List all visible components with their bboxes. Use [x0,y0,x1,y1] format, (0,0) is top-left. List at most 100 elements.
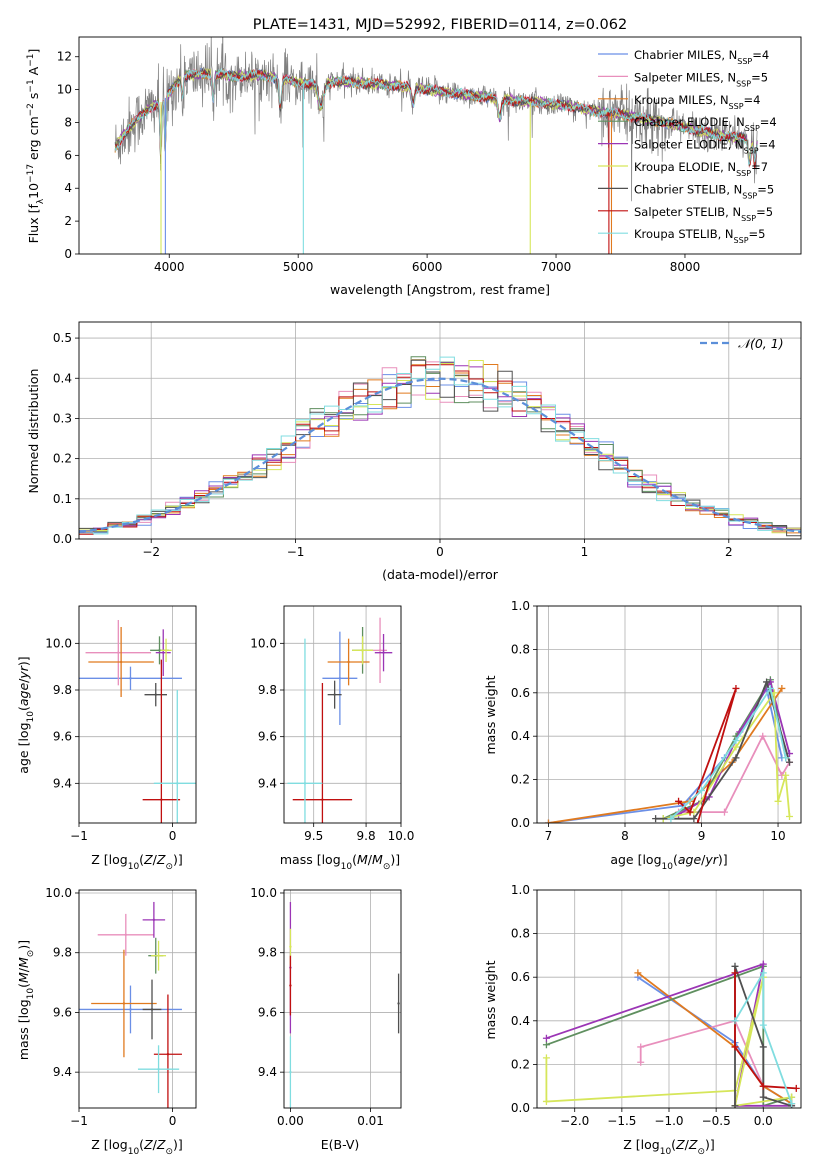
data-point [731,1017,739,1025]
data-point [542,1054,550,1062]
y-tick-label: 0.2 [511,773,530,787]
data-point [731,1102,739,1108]
y-tick-label: 9.4 [258,1065,277,1079]
x-tick-label: 2 [725,545,733,559]
legend-entry-label: Kroupa STELIB, NSSP=5 [634,227,765,245]
data-point [333,693,336,696]
plot-area [114,37,758,254]
axes-frame [536,605,802,824]
x-axis-label: Z [log10(Z/Z⊙)] [91,852,183,872]
y-tick-label: 12 [57,50,72,64]
data-point [759,732,767,740]
data-point [766,684,774,692]
data-point [782,771,790,779]
y-tick-label: 10.0 [250,886,277,900]
model-spectrum-chabrier_stelib [114,68,758,170]
y-axis-label: mass weight [483,675,498,754]
normal-curve [79,377,801,534]
series-line-kroupa_miles [548,687,783,823]
data-point [731,1043,739,1051]
legend-entry-label: Chabrier ELODIE, NSSP=4 [634,115,777,133]
x-axis-label: E(B-V) [321,1137,360,1152]
data-point [157,1067,160,1071]
plot-area [79,620,196,823]
residual-axes: −2 −1 0 1 2 0.0 0.1 0.2 0.3 0.4 0.5 [53,321,802,559]
data-point [782,754,790,762]
x-tick-label: −1 [70,829,88,843]
data-point [786,812,794,820]
data-point [694,819,702,823]
series-line-chabrier_miles [548,686,783,823]
data-point [732,684,740,692]
y-axis-label: age [log10(age/yr)] [16,656,36,773]
x-tick-label: 9 [698,829,706,843]
ebv-mass-axes: 0.00 0.01 9.4 9.6 9.8 10.0 [250,886,402,1128]
data-point [759,1043,767,1051]
data-point [667,815,675,823]
data-point [788,1100,796,1108]
model-spectrum-kroupa_stelib [114,67,758,166]
y-tick-label: 9.4 [53,1065,72,1079]
y-tick-label: 9.6 [53,730,72,744]
age-weight-axes: 7 8 9 10 0.0 0.2 0.4 0.6 0.8 1.0 [511,599,802,843]
x-tick-label: 0.00 [277,1114,304,1128]
data-point [124,933,128,936]
data-point [763,678,771,686]
x-tick-label: 1 [581,545,589,559]
x-tick-label: 0 [169,829,177,843]
y-axis-label: mass [log10(M/M⊙)] [16,940,36,1060]
x-axis-label: (data-model)/error [382,567,499,582]
y-tick-label: 0.4 [511,1014,530,1028]
x-tick-label: 10.0 [388,829,415,843]
z-weight-axes: −2.0 −1.5 −1.0 −0.5 0.0 0.0 0.2 0.4 0.6 0.8 1.0 [511,883,802,1128]
data-point [759,1082,767,1090]
y-tick-label: 9.8 [258,683,277,697]
y-tick-label: 1.0 [511,883,530,897]
histogram-chabrier_stelib [79,359,801,537]
data-point [347,660,350,664]
x-tick-label: 6000 [412,260,443,274]
y-tick-label: 9.4 [53,776,72,790]
x-tick-label: 4000 [154,260,185,274]
x-tick-label: 7000 [541,260,572,274]
axes-frame [78,605,197,824]
axes-frame [283,605,402,824]
plot-area [79,356,801,537]
x-tick-label: 10 [770,829,785,843]
data-point [129,677,132,680]
data-point [289,945,292,948]
data-point [544,819,552,823]
data-point [778,684,786,692]
y-tick-label: 0.4 [53,371,72,385]
data-point [731,969,739,977]
y-tick-label: 8 [64,115,72,129]
data-point [166,1053,170,1056]
y-tick-label: 2 [64,214,72,228]
y-tick-label: 9.6 [258,730,277,744]
series-line-salpeter_stelib [734,972,797,1090]
data-point [759,1093,767,1101]
data-point [637,1058,645,1066]
data-point [542,1034,550,1042]
mass-age-axes: 9.5 9.8 10.0 9.4 9.6 9.8 10.0 [250,605,415,843]
data-point [176,782,179,785]
x-tick-label: −2 [142,545,160,559]
y-tick-label: 10 [57,83,72,97]
data-point [338,677,342,680]
x-axis-label: age [log10(age/yr)] [610,852,727,872]
y-axis-label: Flux [fλ10−17 erg cm−2 s−1 A−1] [26,49,46,244]
y-tick-label: 9.6 [258,1005,277,1019]
plot-area [287,617,393,823]
x-tick-label: 9.8 [357,829,376,843]
y-tick-label: 10.0 [45,886,72,900]
legend: Chabrier MILES, NSSP=4 Salpeter MILES, NS… [598,48,777,245]
y-tick-label: 9.8 [53,683,72,697]
data-point [732,754,740,762]
spectrum-axes: 4000 5000 6000 7000 8000 0 2 4 6 8 10 12 [57,36,802,274]
series-line-chabrier_elodie [662,677,787,820]
x-axis-label: Z [log10(Z/Z⊙)] [623,1137,715,1157]
data-point [289,1070,292,1074]
data-point [542,1097,550,1105]
data-point [321,798,324,801]
data-point [154,693,157,696]
